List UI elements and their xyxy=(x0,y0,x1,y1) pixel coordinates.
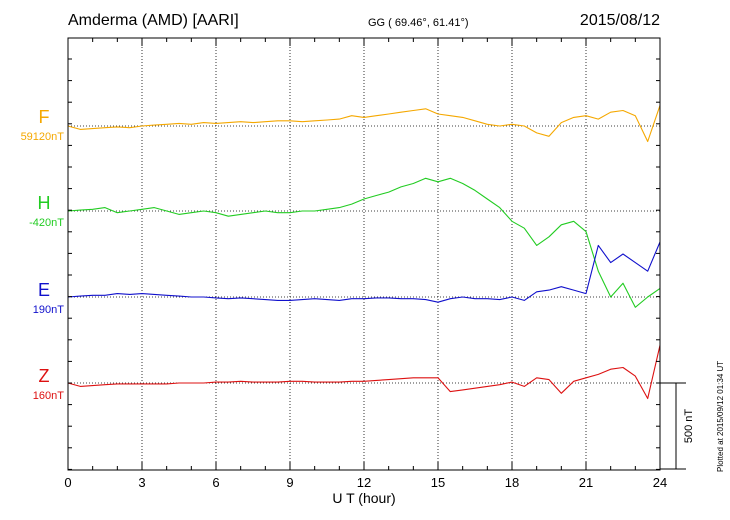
scale-bar-label: 500 nT xyxy=(683,409,695,444)
plot-date: 2015/08/12 xyxy=(579,12,660,29)
x-tick-label-6: 6 xyxy=(212,475,219,490)
series-name-H: H xyxy=(38,193,51,213)
baseline-value-F: 59120nT xyxy=(21,131,65,143)
grid-lines xyxy=(68,38,660,470)
x-tick-label-9: 9 xyxy=(286,475,293,490)
x-tick-label-18: 18 xyxy=(505,475,519,490)
x-axis-label: U T (hour) xyxy=(332,490,395,506)
x-tick-label-24: 24 xyxy=(653,475,667,490)
series-Z xyxy=(67,345,661,400)
geographic-coordinates: GG ( 69.46°, 61.41°) xyxy=(368,17,469,29)
x-tick-label-3: 3 xyxy=(138,475,145,490)
series-H xyxy=(67,177,661,308)
baseline-value-Z: 160nT xyxy=(33,390,64,402)
scale-bar: 500 nT xyxy=(660,382,695,470)
baseline-value-E: 190nT xyxy=(33,304,64,316)
series-name-E: E xyxy=(38,280,50,300)
x-tick-label-21: 21 xyxy=(579,475,593,490)
series-name-Z: Z xyxy=(39,366,50,386)
series-F xyxy=(67,105,661,143)
station-title: Amderma (AMD) [AARI] xyxy=(68,12,239,29)
series-E xyxy=(67,241,661,303)
x-tick-label-12: 12 xyxy=(357,475,371,490)
axis-ticks: 0 3 6 9 12 15 18 21 24 xyxy=(64,38,667,490)
series-labels: F 59120nT H -420nT E 190nT Z 160nT xyxy=(21,107,65,402)
x-tick-label-0: 0 xyxy=(64,475,71,490)
series-layer xyxy=(67,105,661,400)
series-name-F: F xyxy=(39,107,50,127)
x-tick-label-15: 15 xyxy=(431,475,445,490)
baseline-value-H: -420nT xyxy=(29,217,64,229)
